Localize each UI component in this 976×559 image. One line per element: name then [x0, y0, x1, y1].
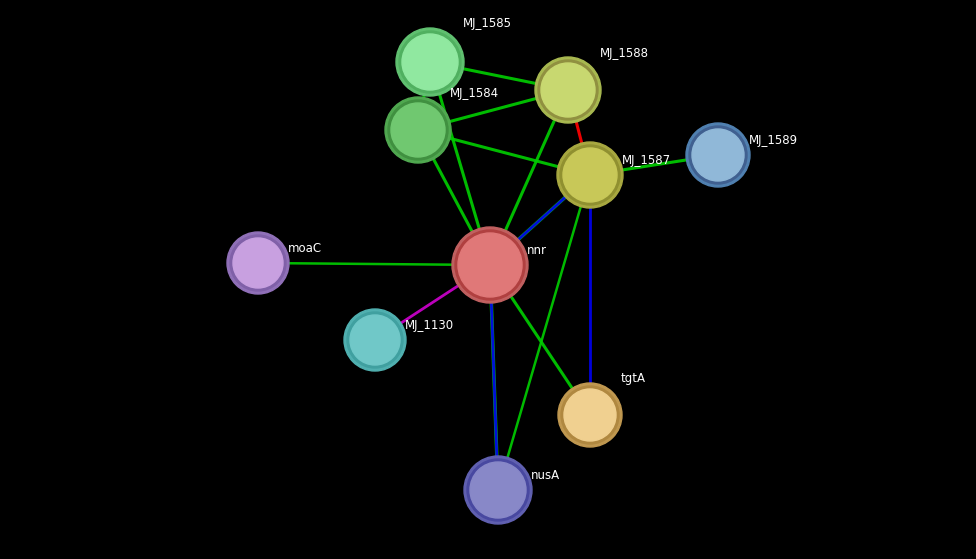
Circle shape: [230, 235, 286, 291]
Circle shape: [455, 230, 525, 300]
Circle shape: [467, 459, 529, 521]
Text: nusA: nusA: [531, 469, 560, 482]
Circle shape: [563, 148, 617, 202]
Circle shape: [564, 389, 616, 441]
Circle shape: [561, 386, 619, 444]
Text: tgtA: tgtA: [621, 372, 646, 385]
Circle shape: [399, 31, 461, 93]
Circle shape: [388, 100, 448, 160]
Text: MJ_1588: MJ_1588: [600, 47, 649, 60]
Circle shape: [541, 63, 595, 117]
Text: MJ_1584: MJ_1584: [450, 87, 499, 100]
Circle shape: [227, 232, 289, 294]
Text: MJ_1587: MJ_1587: [622, 154, 671, 167]
Circle shape: [452, 227, 528, 303]
Circle shape: [535, 57, 601, 123]
Circle shape: [689, 126, 747, 184]
Circle shape: [391, 103, 445, 157]
Circle shape: [560, 145, 620, 205]
Circle shape: [350, 315, 400, 365]
Text: MJ_1585: MJ_1585: [463, 17, 512, 30]
Circle shape: [558, 383, 622, 447]
Circle shape: [458, 233, 522, 297]
Circle shape: [464, 456, 532, 524]
Circle shape: [385, 97, 451, 163]
Circle shape: [692, 129, 744, 181]
Circle shape: [402, 34, 458, 90]
Text: MJ_1130: MJ_1130: [405, 319, 454, 332]
Circle shape: [557, 142, 623, 208]
Circle shape: [233, 238, 283, 288]
Text: MJ_1589: MJ_1589: [749, 134, 798, 147]
Circle shape: [470, 462, 526, 518]
Text: moaC: moaC: [288, 242, 322, 255]
Circle shape: [347, 312, 403, 368]
Text: nnr: nnr: [527, 244, 547, 257]
Circle shape: [686, 123, 750, 187]
Circle shape: [344, 309, 406, 371]
Circle shape: [538, 60, 598, 120]
Circle shape: [396, 28, 464, 96]
